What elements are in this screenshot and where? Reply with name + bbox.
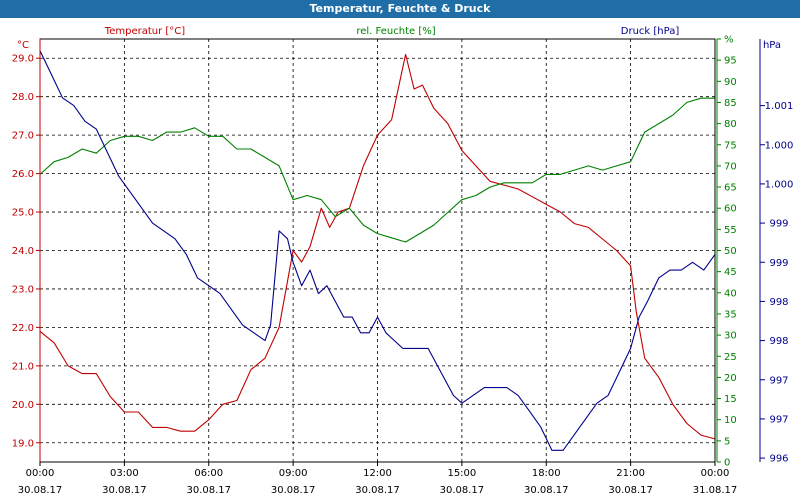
temperature-tick-label: 20.0 xyxy=(12,400,34,411)
pressure-unit-label: hPa xyxy=(763,40,781,51)
humidity-tick-label: 50 xyxy=(724,246,737,257)
pressure-tick-label: 996 xyxy=(769,454,788,465)
time-tick-label: 00:00 xyxy=(701,468,730,479)
pressure-tick-label: 1.000 xyxy=(765,179,794,190)
humidity-tick-label: 5 xyxy=(724,436,730,447)
humidity-tick-label: 75 xyxy=(724,140,737,151)
humidity-axis: 0 5 10 15 20 25 30 35 40 45 50 55 60 65 70 75 80 85 90 95% xyxy=(716,35,737,469)
temperature-tick-label: 27.0 xyxy=(12,131,34,142)
pressure-legend: Druck [hPa] xyxy=(621,26,680,37)
pressure-tick-label: 999 xyxy=(769,258,788,269)
temperature-tick-label: 23.0 xyxy=(12,284,34,295)
date-tick-label: 30.08.17 xyxy=(271,485,316,496)
window-title: Temperatur, Feuchte & Druck xyxy=(0,0,800,18)
temperature-legend: Temperatur [°C] xyxy=(104,26,185,37)
date-tick-label: 30.08.17 xyxy=(608,485,653,496)
date-tick-label: 30.08.17 xyxy=(355,485,400,496)
date-tick-label: 31.08.17 xyxy=(693,485,738,496)
temperature-axis: 19.0 20.0 21.0 22.0 23.0 24.0 25.0 26.0 27.0 28.0… xyxy=(12,39,41,462)
humidity-tick-label: 35 xyxy=(724,309,737,320)
pressure-tick-label: 999 xyxy=(769,219,788,230)
pressure-tick-label: 1.000 xyxy=(765,140,794,151)
time-tick-label: 03:00 xyxy=(110,468,139,479)
humidity-tick-label: 15 xyxy=(724,394,737,405)
chart-background xyxy=(0,18,800,500)
pressure-tick-label: 997 xyxy=(769,375,788,386)
temperature-tick-label: 22.0 xyxy=(12,323,34,334)
series-layer xyxy=(39,50,716,451)
humidity-tick-label: 25 xyxy=(724,352,737,363)
humidity-tick-label: 45 xyxy=(724,267,737,278)
time-tick-label: 15:00 xyxy=(447,468,476,479)
time-tick-label: 00:00 xyxy=(26,468,55,479)
humidity-legend: rel. Feuchte [%] xyxy=(356,26,435,37)
date-tick-label: 30.08.17 xyxy=(18,485,63,496)
temperature-tick-label: 28.0 xyxy=(12,92,34,103)
temperature-unit-label: °C xyxy=(17,40,29,51)
date-tick-label: 30.08.17 xyxy=(186,485,231,496)
humidity-tick-label: 60 xyxy=(724,204,737,215)
pressure-tick-label: 1.001 xyxy=(765,101,794,112)
humidity-tick-label: 90 xyxy=(724,77,737,88)
humidity-tick-label: 80 xyxy=(724,119,737,130)
temperature-series-line xyxy=(39,53,716,440)
pressure-tick-label: 998 xyxy=(769,297,788,308)
humidity-tick-label: 40 xyxy=(724,288,737,299)
humidity-tick-label: % xyxy=(724,35,734,46)
pressure-tick-label: 998 xyxy=(769,336,788,347)
humidity-tick-label: 0 xyxy=(724,458,730,469)
time-tick-label: 06:00 xyxy=(194,468,223,479)
time-axis: 00:00 30.08.17 03:00 30.08.17 06:00 30.08.17 0… xyxy=(18,462,738,496)
time-tick-label: 18:00 xyxy=(532,468,561,479)
humidity-tick-label: 95 xyxy=(724,56,737,67)
humidity-tick-label: 20 xyxy=(724,373,737,384)
humidity-tick-label: 65 xyxy=(724,183,737,194)
date-tick-label: 30.08.17 xyxy=(524,485,569,496)
humidity-series-line xyxy=(39,97,715,243)
pressure-tick-label: 997 xyxy=(769,414,788,425)
date-tick-label: 30.08.17 xyxy=(440,485,485,496)
humidity-tick-label: 85 xyxy=(724,98,737,109)
chart: °C Temperatur [°C] rel. Feuchte [%] Druc… xyxy=(0,18,800,500)
temperature-tick-label: 29.0 xyxy=(12,54,34,65)
humidity-tick-label: 70 xyxy=(724,161,737,172)
time-tick-label: 21:00 xyxy=(616,468,645,479)
pressure-axis: 996 997 997 998 998 999 999 1.000 1.000 1.001 xyxy=(759,39,794,465)
humidity-tick-label: 55 xyxy=(724,225,737,236)
date-tick-label: 30.08.17 xyxy=(102,485,147,496)
humidity-tick-label: 30 xyxy=(724,331,737,342)
temperature-tick-label: 19.0 xyxy=(12,438,34,449)
temperature-tick-label: 26.0 xyxy=(12,169,34,180)
time-tick-label: 09:00 xyxy=(279,468,308,479)
temperature-tick-label: 21.0 xyxy=(12,361,34,372)
pressure-series-line xyxy=(39,50,716,451)
temperature-tick-label: 24.0 xyxy=(12,246,34,257)
humidity-tick-label: 10 xyxy=(724,415,737,426)
time-tick-label: 12:00 xyxy=(363,468,392,479)
temperature-tick-label: 25.0 xyxy=(12,208,34,219)
